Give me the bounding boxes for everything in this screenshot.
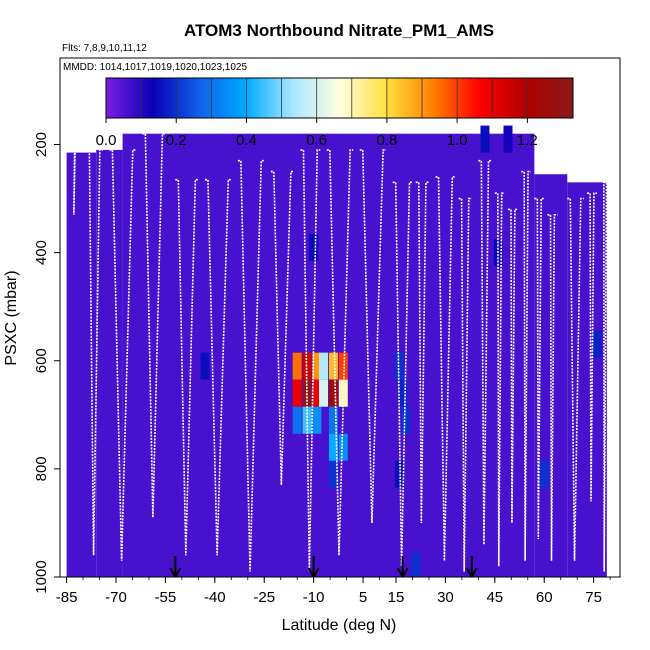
heatmap-cell-7 — [302, 379, 312, 407]
flights-note: Flts: 7,8,9,10,11,12 — [62, 43, 147, 54]
profile-17 — [508, 208, 518, 523]
x-tick-label-8: 30 — [437, 589, 454, 606]
plot-frame — [59, 57, 621, 578]
x-tick-label-2: -55 — [155, 589, 177, 606]
heatmap-cell-23 — [394, 460, 404, 488]
heatmap-cell-4 — [328, 352, 338, 380]
heatmap-cell-26 — [503, 125, 513, 153]
colorbar-tick-label-5: 1.0 — [447, 132, 468, 149]
x-tick-label-4: -25 — [253, 589, 275, 606]
colorbar-fill — [105, 77, 574, 119]
x-tick-label-1: -70 — [105, 589, 127, 606]
chart-title: ATOM3 Northbound Nitrate_PM1_AMS — [184, 21, 494, 40]
profile-21 — [567, 197, 584, 561]
heatmap-cell-15 — [328, 406, 338, 434]
y-axis-label: PSXC (mbar) — [3, 270, 20, 365]
heatmap-cell-2 — [312, 352, 322, 380]
heatmap-cell-8 — [312, 379, 322, 407]
colorbar-tick-label-0: 0.0 — [96, 132, 117, 149]
x-tick-label-10: 60 — [536, 589, 553, 606]
heatmap-cell-30 — [309, 233, 319, 261]
x-axis-label: Latitude (deg N) — [282, 617, 397, 634]
colorbar-tick-label-3: 0.6 — [306, 132, 327, 149]
heatmap-cell-16 — [328, 433, 338, 461]
x-tick-label-9: 45 — [486, 589, 503, 606]
profile-19 — [534, 197, 545, 540]
heatmap-cell-9 — [319, 379, 329, 407]
heatmap-cell-28 — [539, 460, 549, 488]
arrow-0 — [169, 556, 182, 577]
x-tick-label-11: 75 — [585, 589, 602, 606]
x-tick-label-6: 5 — [359, 589, 367, 606]
profile-14 — [458, 197, 472, 572]
profile-20 — [547, 213, 558, 561]
heatmap-cell-10 — [328, 379, 338, 407]
profile-15 — [478, 159, 492, 545]
location-arrows — [169, 556, 478, 577]
profile-23 — [603, 181, 608, 572]
profile-1 — [86, 149, 103, 556]
curtain-strip-1 — [96, 149, 123, 577]
arrow-2 — [396, 556, 409, 577]
heatmap-cell-3 — [319, 352, 329, 380]
colorbar-tick-label-1: 0.2 — [166, 132, 187, 149]
profile-18 — [521, 170, 532, 561]
heatmap-cell-22 — [401, 406, 411, 434]
x-tick-label-0: -85 — [56, 589, 78, 606]
arrow-3 — [465, 556, 478, 577]
profile-16 — [494, 192, 505, 567]
dates-note: MMDD: 1014,1017,1019,1020,1023,1025 — [63, 62, 247, 73]
heatmap-cell-21 — [398, 379, 408, 407]
x-tick-label-7: 15 — [388, 589, 405, 606]
y-tick-label-3: 800 — [33, 456, 50, 481]
heatmap-cell-6 — [292, 379, 302, 407]
x-tick-label-5: -10 — [303, 589, 325, 606]
arrow-1 — [307, 556, 320, 577]
heatmap-cell-17 — [338, 433, 348, 461]
flight-profiles — [71, 132, 608, 572]
heatmap-cell-12 — [292, 406, 302, 434]
profile-2 — [109, 149, 136, 561]
y-tick-label-2: 600 — [33, 348, 50, 373]
heatmap-cell-25 — [480, 125, 490, 153]
heatmap-cell-29 — [592, 331, 602, 359]
profile-5 — [204, 178, 232, 556]
heatmap-cell-19 — [200, 352, 210, 380]
profile-7 — [270, 170, 294, 486]
profile-4 — [175, 178, 199, 556]
profile-3 — [142, 132, 166, 518]
heatmap-cell-5 — [338, 352, 348, 380]
profile-11 — [392, 181, 413, 567]
heatmap-cell-18 — [328, 460, 338, 488]
colorbar-tick-label-4: 0.8 — [376, 132, 397, 149]
y-tick-label-1: 400 — [33, 240, 50, 265]
curtain-strip-4 — [567, 182, 607, 577]
profile-6 — [237, 159, 265, 572]
heatmap-cell-24 — [411, 552, 421, 577]
profile-13 — [435, 176, 456, 561]
x-tick-label-3: -40 — [204, 589, 226, 606]
curtain-strip-2 — [122, 133, 535, 577]
profile-0 — [71, 149, 79, 215]
curtain-background — [66, 133, 607, 577]
y-tick-label-0: 200 — [33, 132, 50, 157]
heatmap-cell-14 — [312, 406, 322, 434]
profile-10 — [359, 149, 387, 523]
colorbar-tick-label-2: 0.4 — [236, 132, 257, 149]
colorbar-tick-label-6: 1.2 — [517, 132, 538, 149]
heatmap-cell-0 — [292, 352, 302, 380]
y-tick-label-4: 1000 — [33, 560, 50, 593]
profile-12 — [415, 181, 429, 523]
